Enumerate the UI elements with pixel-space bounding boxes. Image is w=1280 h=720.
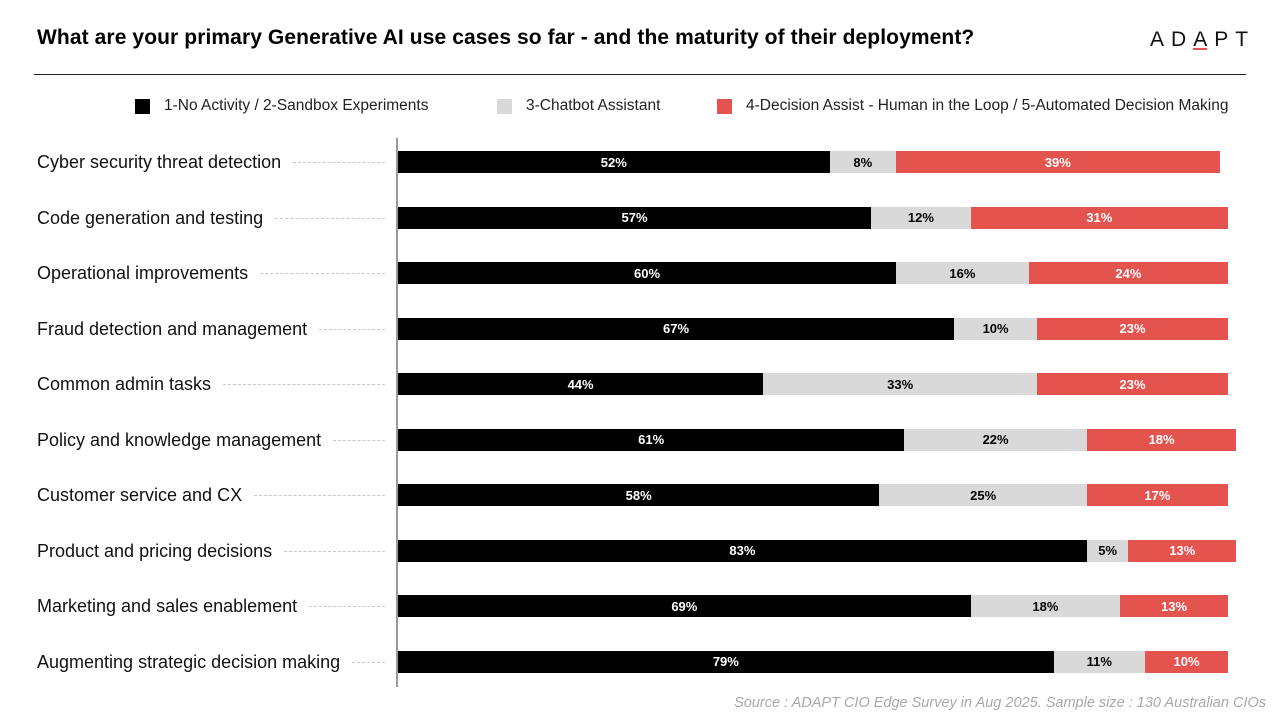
- bar-segment: 8%: [829, 151, 896, 173]
- legend-swatch-black: [135, 98, 150, 114]
- leader-line: [309, 606, 385, 607]
- logo-suffix: PT: [1214, 28, 1256, 51]
- data-label: 18%: [1148, 432, 1175, 447]
- bar-segment: 39%: [896, 151, 1220, 173]
- data-label: 44%: [567, 376, 594, 392]
- data-label: 39%: [1044, 154, 1071, 170]
- leader-line: [284, 550, 385, 552]
- category-label: Customer service and CX: [37, 485, 243, 505]
- data-label: 31%: [1086, 210, 1113, 225]
- bar-segment: 79%: [398, 650, 1054, 673]
- legend-label: 1-No Activity / 2-Sandbox Experiments: [164, 97, 429, 114]
- leader-line: [333, 439, 385, 441]
- data-label: 24%: [1115, 265, 1142, 281]
- data-label: 61%: [638, 432, 665, 447]
- category-label: Fraud detection and management: [37, 318, 308, 339]
- category-label: Marketing and sales enablement: [37, 596, 298, 616]
- leader-line: [254, 495, 385, 496]
- bar-segment: 57%: [398, 206, 872, 229]
- data-label: 16%: [949, 265, 976, 281]
- bar-segment: 61%: [398, 428, 905, 451]
- data-label: 52%: [600, 154, 627, 170]
- category-label: Cyber security threat detection: [37, 152, 282, 172]
- bar-segment: 23%: [1037, 317, 1228, 340]
- leader-line: [352, 661, 385, 663]
- bar-segment: 44%: [398, 373, 764, 395]
- bar-segment: 10%: [954, 317, 1038, 340]
- data-label: 67%: [663, 321, 690, 336]
- bar-segment: 24%: [1028, 262, 1228, 284]
- adapt-logo: ADAPT: [1150, 28, 1255, 52]
- data-label: 10%: [1173, 654, 1200, 669]
- data-label: 79%: [712, 654, 739, 669]
- category-label: Code generation and testing: [37, 207, 264, 228]
- data-label: 10%: [982, 321, 1009, 336]
- data-label: 12%: [907, 210, 934, 225]
- bar-segment: 10%: [1145, 650, 1228, 673]
- data-label: 60%: [633, 265, 661, 281]
- source-note: Source : ADAPT CIO Edge Survey in Aug 20…: [734, 695, 1266, 711]
- bar-segment: 12%: [871, 206, 971, 229]
- bar-segment: 18%: [1086, 428, 1237, 451]
- bar-segment: 22%: [904, 428, 1087, 451]
- bar-segment: 11%: [1053, 650, 1145, 673]
- data-label: 23%: [1119, 321, 1146, 336]
- data-label: 25%: [970, 487, 997, 503]
- bar-segment: 83%: [398, 539, 1087, 562]
- category-label: Product and pricing decisions: [37, 540, 273, 561]
- bar-segment: 17%: [1086, 484, 1228, 506]
- bar-segment: 60%: [398, 262, 896, 284]
- bar-segment: 13%: [1120, 595, 1228, 617]
- bar-segment: 25%: [879, 484, 1087, 506]
- leader-line: [223, 384, 385, 385]
- data-label: 8%: [853, 154, 873, 170]
- legend-swatch-red: [717, 98, 732, 114]
- data-label: 23%: [1119, 376, 1146, 392]
- data-label: 17%: [1144, 487, 1171, 503]
- category-label: Common admin tasks: [37, 374, 212, 394]
- legend-item-decision-assist-automated: 4-Decision Assist - Human in the Loop / …: [717, 97, 1228, 115]
- data-label: 11%: [1086, 654, 1112, 669]
- bar-segment: 33%: [763, 373, 1038, 395]
- leader-line: [260, 273, 385, 274]
- data-label: 58%: [625, 487, 652, 503]
- data-label: 22%: [982, 432, 1009, 447]
- bar-segment: 67%: [398, 317, 955, 340]
- data-label: 13%: [1169, 543, 1196, 558]
- data-label: 18%: [1032, 598, 1059, 614]
- category-label: Policy and knowledge management: [37, 429, 322, 450]
- category-label: Augmenting strategic decision making: [37, 651, 341, 672]
- title-divider: [34, 74, 1246, 75]
- leader-line: [319, 328, 385, 330]
- legend-label: 4-Decision Assist - Human in the Loop / …: [746, 97, 1229, 114]
- logo-prefix: AD: [1150, 28, 1194, 51]
- chart-legend: 1-No Activity / 2-Sandbox Experiments 3-…: [0, 97, 1280, 117]
- leader-line: [293, 162, 385, 163]
- bar-segment: 18%: [970, 595, 1121, 617]
- data-label: 83%: [729, 543, 756, 558]
- bar-segment: 13%: [1128, 539, 1237, 562]
- bar-segment: 5%: [1086, 539, 1129, 562]
- logo-accent-letter: A: [1193, 28, 1215, 51]
- legend-item-no-activity-sandbox: 1-No Activity / 2-Sandbox Experiments: [135, 97, 428, 115]
- data-label: 57%: [621, 210, 648, 225]
- legend-item-chatbot-assistant: 3-Chatbot Assistant: [497, 97, 660, 115]
- data-label: 5%: [1098, 543, 1118, 558]
- bar-segment: 52%: [398, 151, 830, 173]
- chart-title: What are your primary Generative AI use …: [37, 26, 975, 49]
- bar-segment: 16%: [896, 262, 1029, 284]
- leader-line: [275, 217, 385, 219]
- legend-label: 3-Chatbot Assistant: [526, 97, 661, 114]
- data-label: 33%: [887, 376, 914, 392]
- bar-segment: 69%: [398, 595, 971, 617]
- data-label: 69%: [671, 598, 698, 614]
- category-axis-line: [396, 138, 398, 687]
- bar-segment: 58%: [398, 484, 880, 506]
- legend-swatch-grey: [497, 98, 512, 114]
- bar-segment: 31%: [970, 206, 1228, 229]
- bar-segment: 23%: [1037, 373, 1228, 395]
- data-label: 13%: [1161, 598, 1188, 614]
- category-label: Operational improvements: [37, 263, 249, 283]
